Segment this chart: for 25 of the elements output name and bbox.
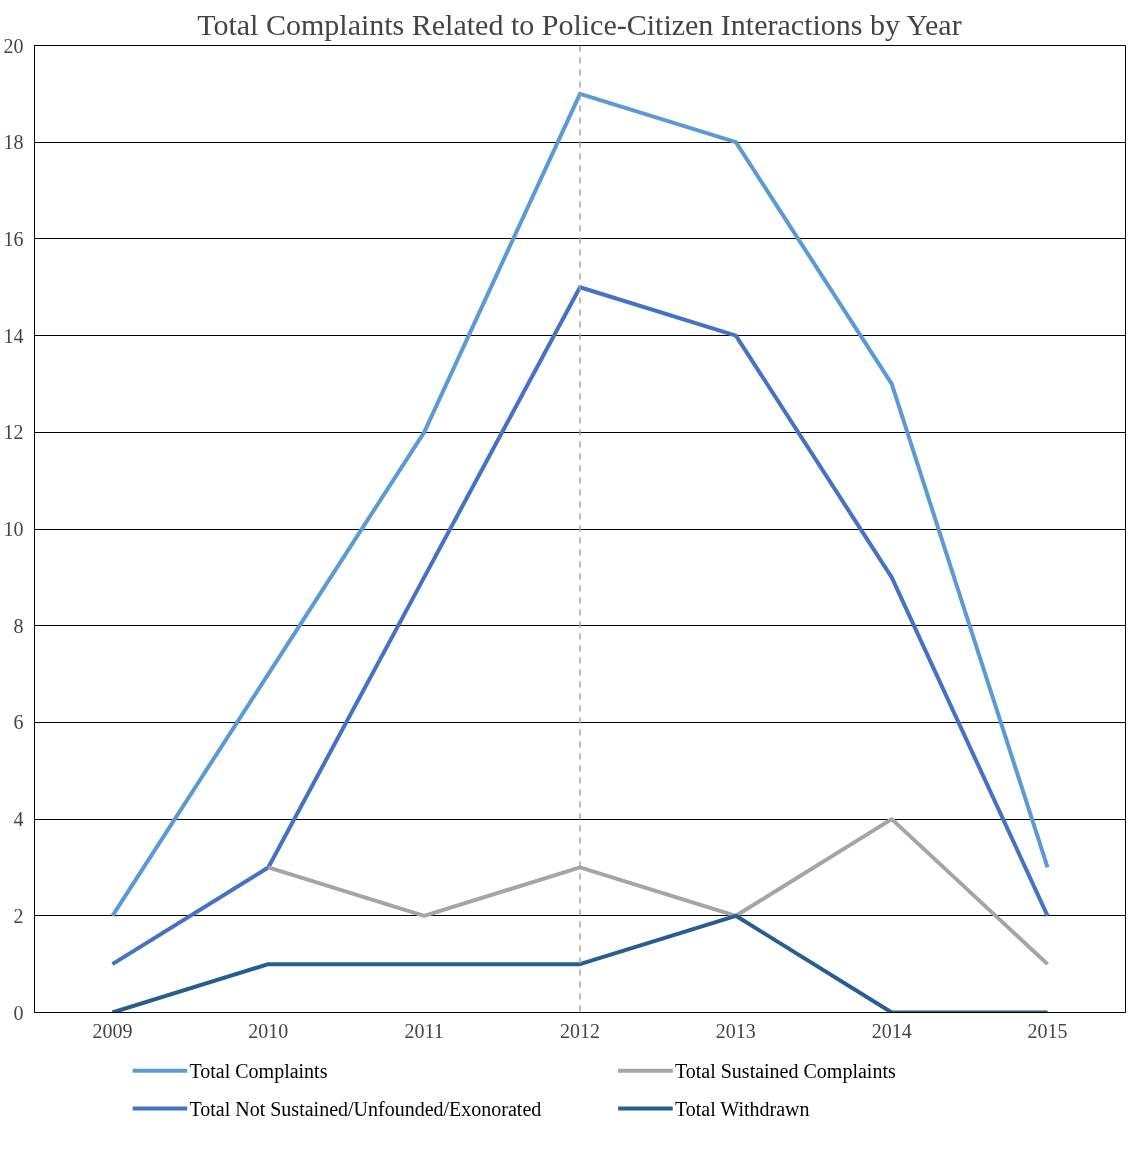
- legend-label: Total Complaints: [189, 1059, 328, 1083]
- x-tick-label: 2011: [404, 1019, 444, 1042]
- x-tick-label: 2013: [715, 1019, 756, 1042]
- chart-title: Total Complaints Related to Police-Citizen Interactions by Year: [197, 7, 962, 41]
- y-tick-label: 18: [3, 131, 24, 154]
- y-tick-label: 14: [3, 324, 24, 347]
- x-tick-label: 2009: [92, 1019, 133, 1042]
- x-tick-label: 2010: [248, 1019, 289, 1042]
- y-tick-label: 0: [13, 1001, 24, 1024]
- legend-label: Total Withdrawn: [674, 1097, 810, 1120]
- y-tick-label: 20: [3, 34, 24, 57]
- y-tick-label: 4: [13, 808, 24, 831]
- line-series: [110, 91, 1050, 918]
- y-tick-label: 10: [3, 518, 24, 540]
- y-tick-label: 16: [3, 227, 24, 250]
- y-tick-label: 2: [13, 904, 24, 927]
- y-tick-label: 12: [3, 421, 24, 444]
- legend-label: Total Sustained Complaints: [674, 1059, 896, 1083]
- y-tick-label: 8: [13, 614, 24, 637]
- x-tick-label: 2015: [1027, 1019, 1068, 1042]
- x-tick-label: 2014: [871, 1019, 912, 1042]
- legend-label: Total Not Sustained/Unfounded/Exonorated: [189, 1097, 542, 1120]
- line-series: [110, 285, 1050, 967]
- y-tick-label: 6: [13, 711, 24, 734]
- x-tick-label: 2012: [560, 1019, 600, 1042]
